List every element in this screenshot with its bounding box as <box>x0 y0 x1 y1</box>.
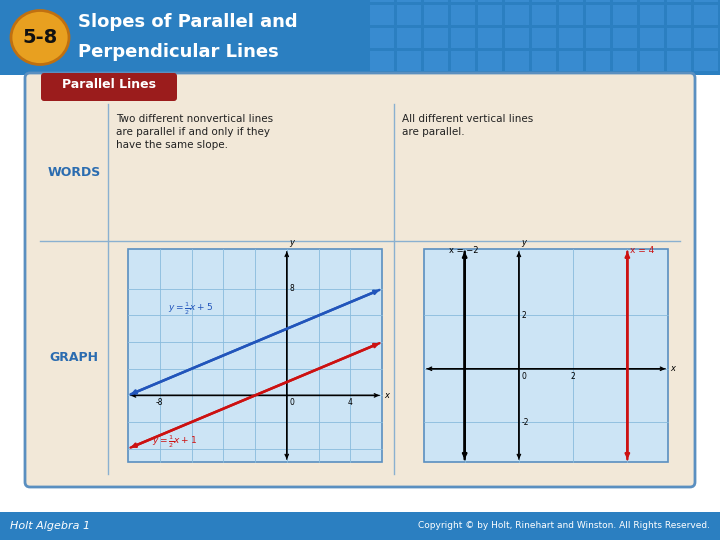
Bar <box>559 0 583 2</box>
Bar <box>370 5 394 25</box>
Bar <box>451 28 475 48</box>
Bar <box>424 0 448 2</box>
Text: 4: 4 <box>348 399 353 407</box>
Bar <box>667 0 691 2</box>
Bar <box>424 249 668 462</box>
Bar <box>613 51 637 71</box>
Text: $y = \frac{1}{2}x + 5$: $y = \frac{1}{2}x + 5$ <box>168 301 213 317</box>
Bar <box>451 51 475 71</box>
Bar <box>451 5 475 25</box>
Text: -2: -2 <box>522 417 529 427</box>
Bar <box>559 28 583 48</box>
Text: Parallel Lines: Parallel Lines <box>62 78 156 91</box>
Bar <box>640 0 664 2</box>
Text: x: x <box>384 391 389 400</box>
Bar <box>613 0 637 2</box>
Text: Copyright © by Holt, Rinehart and Winston. All Rights Reserved.: Copyright © by Holt, Rinehart and Winsto… <box>418 522 710 530</box>
Bar <box>667 28 691 48</box>
Text: y: y <box>521 238 526 247</box>
Bar <box>532 5 556 25</box>
Bar <box>478 51 502 71</box>
Bar <box>478 28 502 48</box>
Bar <box>370 51 394 71</box>
Text: 8: 8 <box>289 285 294 293</box>
Bar <box>586 51 610 71</box>
Bar <box>424 51 448 71</box>
Bar <box>694 5 718 25</box>
Bar <box>397 0 421 2</box>
Text: WORDS: WORDS <box>48 166 101 179</box>
Text: All different vertical lines: All different vertical lines <box>402 114 534 124</box>
Bar <box>505 28 529 48</box>
Text: Perpendicular Lines: Perpendicular Lines <box>78 43 279 61</box>
Bar <box>613 28 637 48</box>
Text: x = −2: x = −2 <box>449 246 478 255</box>
Text: 0: 0 <box>289 399 294 407</box>
Text: x: x <box>670 364 675 373</box>
Bar <box>694 28 718 48</box>
Bar <box>478 0 502 2</box>
Bar <box>128 249 382 462</box>
Bar <box>424 5 448 25</box>
Bar <box>640 28 664 48</box>
Text: 2: 2 <box>522 311 526 320</box>
Text: are parallel.: are parallel. <box>402 127 464 137</box>
Bar <box>397 28 421 48</box>
Bar <box>640 51 664 71</box>
Bar <box>613 5 637 25</box>
Bar <box>505 5 529 25</box>
Bar <box>0 512 720 540</box>
Bar <box>451 0 475 2</box>
Bar <box>397 5 421 25</box>
Bar <box>370 0 394 2</box>
Bar <box>694 0 718 2</box>
Bar <box>586 28 610 48</box>
Bar <box>586 5 610 25</box>
Bar <box>586 0 610 2</box>
Text: 0: 0 <box>522 372 527 381</box>
Text: x = 4: x = 4 <box>630 246 654 255</box>
Ellipse shape <box>11 10 69 64</box>
Bar <box>505 51 529 71</box>
Text: have the same slope.: have the same slope. <box>116 140 228 150</box>
Bar <box>532 28 556 48</box>
Bar <box>532 51 556 71</box>
Text: GRAPH: GRAPH <box>50 351 99 364</box>
Bar <box>505 0 529 2</box>
Text: Slopes of Parallel and: Slopes of Parallel and <box>78 13 297 31</box>
Bar <box>532 0 556 2</box>
Bar <box>559 51 583 71</box>
Bar <box>667 5 691 25</box>
Bar <box>640 5 664 25</box>
Bar <box>694 51 718 71</box>
Bar <box>0 0 720 75</box>
Text: Two different nonvertical lines: Two different nonvertical lines <box>116 114 273 124</box>
Text: are parallel if and only if they: are parallel if and only if they <box>116 127 270 137</box>
Text: $y = \frac{1}{2}x + 1$: $y = \frac{1}{2}x + 1$ <box>152 434 197 450</box>
Bar <box>667 51 691 71</box>
Bar <box>424 28 448 48</box>
Text: y: y <box>289 238 294 247</box>
Bar <box>397 51 421 71</box>
FancyBboxPatch shape <box>25 73 695 487</box>
Bar <box>478 5 502 25</box>
Bar <box>559 5 583 25</box>
Text: Holt Algebra 1: Holt Algebra 1 <box>10 521 90 531</box>
FancyBboxPatch shape <box>41 73 177 101</box>
Text: 5-8: 5-8 <box>22 28 58 47</box>
Text: -8: -8 <box>156 399 163 407</box>
Text: 2: 2 <box>571 372 575 381</box>
Bar <box>370 28 394 48</box>
